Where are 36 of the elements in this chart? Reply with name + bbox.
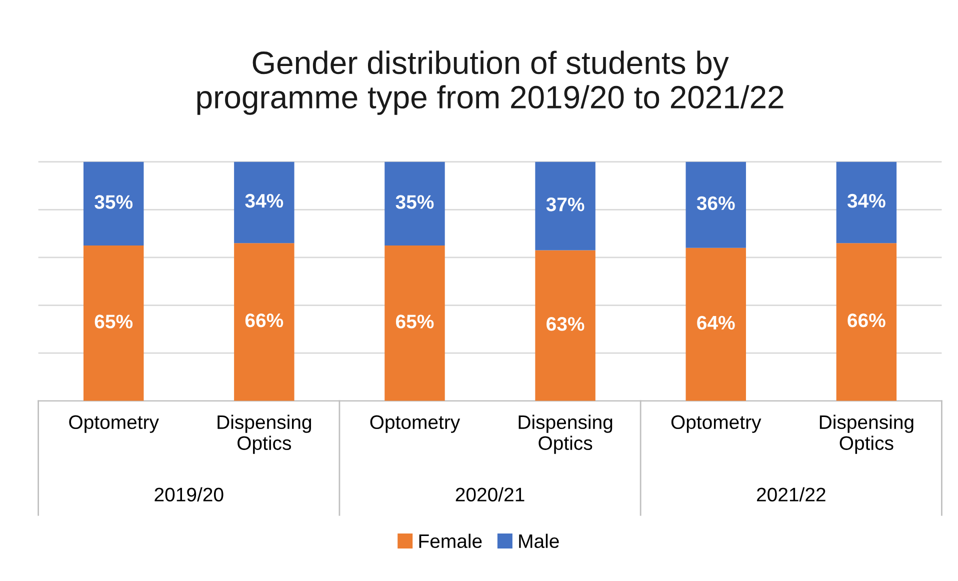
data-label: 35% <box>94 195 133 209</box>
x-tick-label: Optometry <box>671 415 762 433</box>
bar <box>83 162 144 246</box>
bar <box>234 162 294 244</box>
bar <box>686 248 746 401</box>
x-tick-label: Optometry <box>370 415 460 433</box>
x-tick-label: Dispensing Optics <box>218 414 312 454</box>
x-tick-label: Dispensing Optics <box>820 414 914 454</box>
x-tick-label: Dispensing Optics <box>518 414 612 454</box>
text: 2019/20 <box>154 487 224 502</box>
data-label: 66% <box>245 313 284 328</box>
data-label: 64% <box>697 316 735 330</box>
bar <box>384 162 445 246</box>
bar <box>384 246 445 401</box>
data-label: 36% <box>696 196 735 210</box>
chart-title: Gender distribution of students by programme type from 2019/20 to 2021/22 <box>197 50 784 115</box>
bar <box>535 162 596 250</box>
bar <box>83 246 144 401</box>
data-label: 34% <box>245 194 284 208</box>
bar <box>686 162 746 248</box>
x-tick-label: Optometry <box>69 415 159 433</box>
bar <box>836 162 897 244</box>
text: 2020/21 <box>456 487 524 502</box>
text: 2021/22 <box>756 487 826 502</box>
bar <box>234 243 294 401</box>
legend-label: Male <box>519 534 559 548</box>
data-label: 65% <box>94 314 133 328</box>
bar <box>836 243 897 401</box>
legend-label: Female <box>419 534 482 548</box>
data-label: 34% <box>847 194 886 208</box>
data-label: 35% <box>396 195 434 209</box>
bar <box>535 250 596 401</box>
data-label: 63% <box>546 317 584 331</box>
data-label: 37% <box>546 198 584 212</box>
data-label: 65% <box>396 314 434 328</box>
data-label: 66% <box>848 313 886 328</box>
